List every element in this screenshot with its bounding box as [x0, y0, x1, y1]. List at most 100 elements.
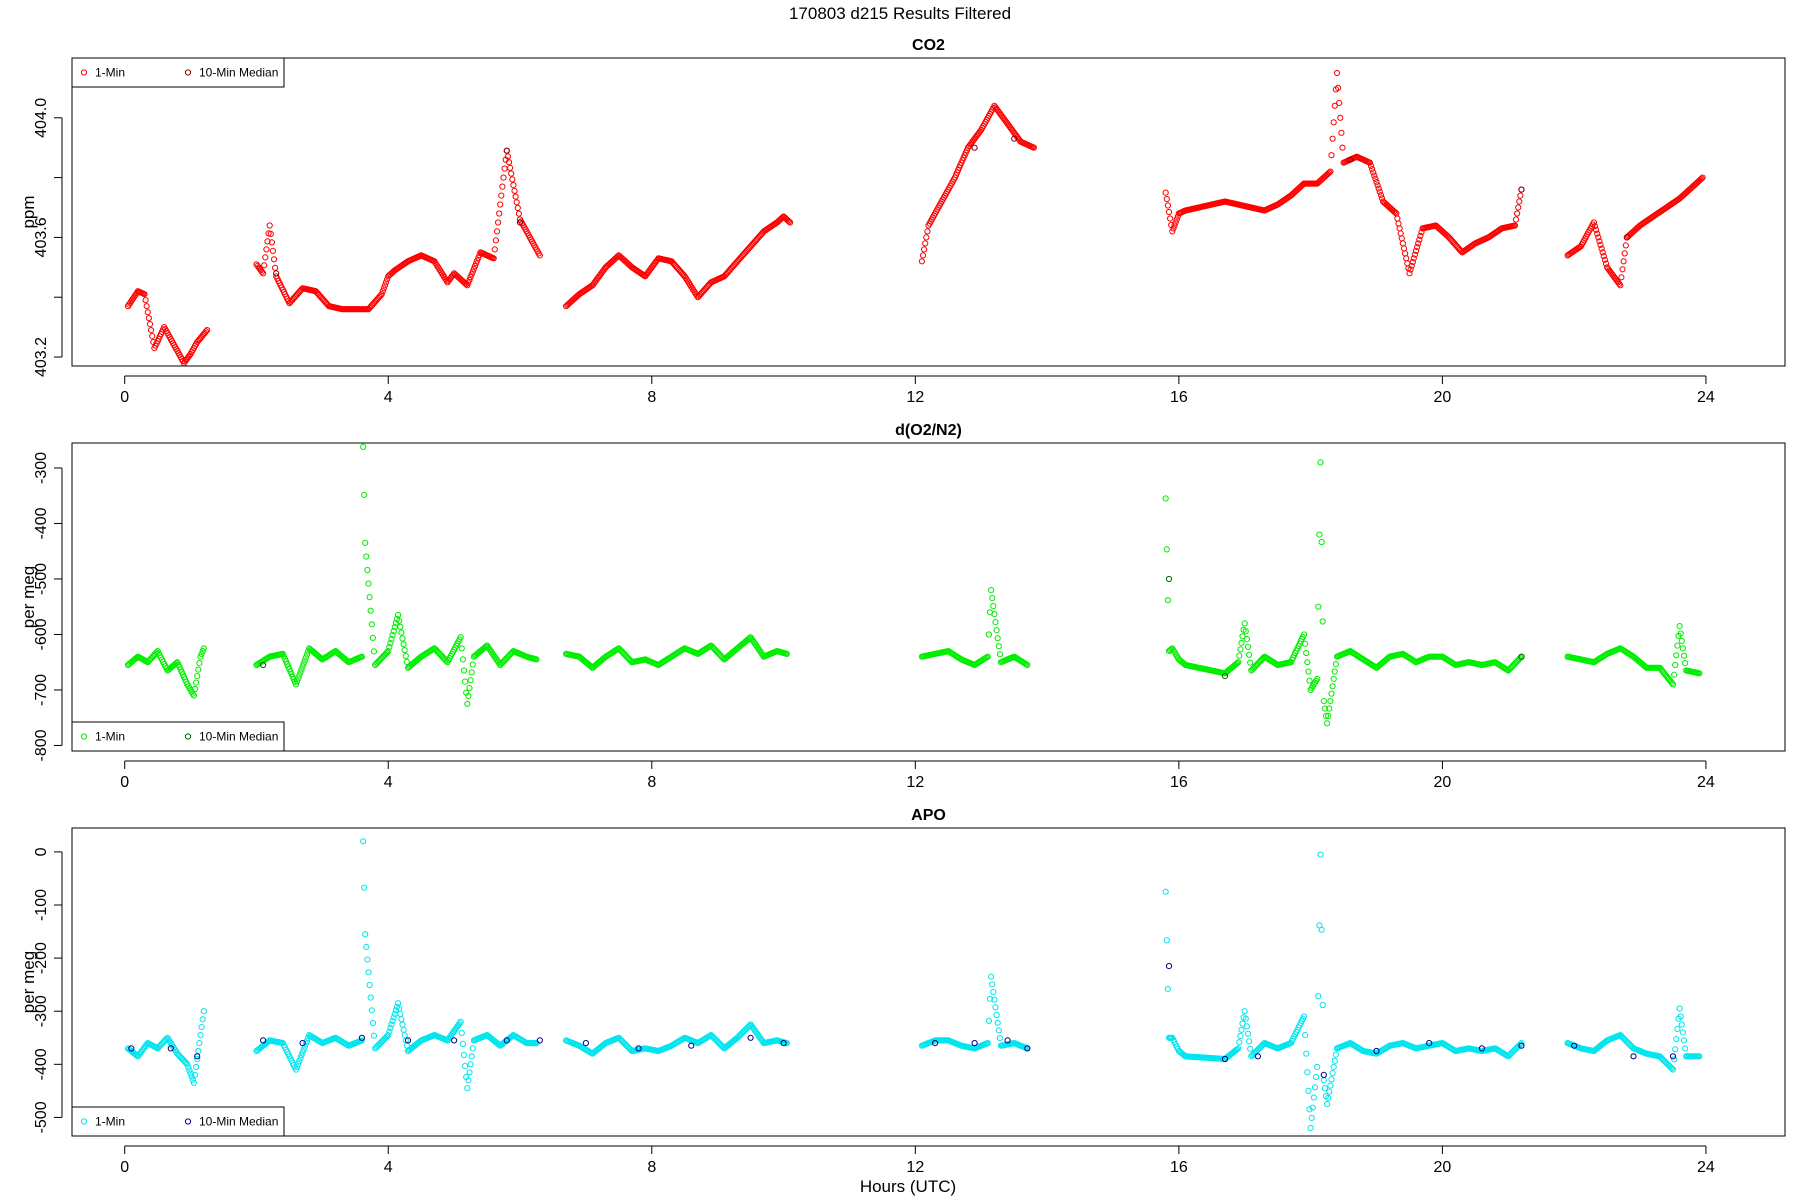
- data-point: [361, 884, 368, 891]
- data-point: [1242, 1015, 1249, 1022]
- data-point: [1164, 986, 1172, 993]
- data-point: [1315, 993, 1322, 1000]
- data-point: [1303, 1050, 1310, 1057]
- data-point: [458, 645, 465, 652]
- data-point: [1329, 683, 1336, 690]
- data-point: [1669, 1053, 1677, 1060]
- legend: 1-Min 10-Min Median: [71, 57, 285, 88]
- data-point: [1317, 851, 1324, 858]
- legend-label: 1-Min: [95, 66, 125, 80]
- data-point: [1321, 705, 1329, 712]
- legend-marker: [184, 733, 192, 740]
- data-point: [385, 648, 392, 655]
- data-point: [386, 644, 393, 651]
- data-point: [1235, 659, 1242, 666]
- data-point: [1313, 1074, 1320, 1081]
- data-point: [457, 1018, 464, 1025]
- data-point: [984, 653, 991, 660]
- panel-title: d(O2/N2): [895, 422, 962, 439]
- data-point: [1622, 242, 1629, 249]
- data-point: [1668, 679, 1676, 687]
- data-point: [1517, 654, 1524, 661]
- data-point: [258, 268, 266, 275]
- data-point: [1669, 681, 1677, 688]
- x-tick-label: 12: [906, 774, 924, 791]
- data-point: [1024, 1045, 1031, 1052]
- data-point: [272, 264, 279, 271]
- legend-marker: [184, 1118, 192, 1125]
- plot-area: [124, 838, 1703, 1132]
- data-point: [1696, 670, 1703, 677]
- data-point: [365, 580, 372, 587]
- data-point: [390, 628, 397, 635]
- x-tick-label: 4: [384, 1159, 393, 1176]
- data-point: [270, 256, 278, 263]
- data-point: [464, 700, 471, 707]
- data-point: [986, 995, 994, 1002]
- data-point: [1332, 661, 1340, 668]
- data-point: [1170, 225, 1177, 232]
- data-point: [200, 1008, 207, 1015]
- data-point: [1331, 668, 1338, 675]
- legend-marker: [184, 69, 192, 76]
- data-point: [297, 669, 304, 676]
- data-point: [1237, 646, 1244, 653]
- data-point: [458, 1029, 465, 1037]
- plot-area: [124, 443, 1703, 727]
- data-point: [398, 629, 405, 636]
- data-point: [1414, 244, 1421, 251]
- data-point: [1518, 1042, 1525, 1049]
- data-point: [460, 1051, 468, 1059]
- data-point: [1311, 1084, 1319, 1091]
- data-point: [1679, 645, 1687, 652]
- data-point: [1326, 1088, 1333, 1095]
- plot-frame: [71, 827, 1786, 1137]
- data-point: [1620, 258, 1627, 265]
- data-point: [1595, 234, 1602, 241]
- data-point: [1417, 232, 1424, 239]
- data-point: [193, 679, 200, 686]
- legend-label: 10-Min Median: [199, 1115, 278, 1129]
- data-point: [360, 443, 367, 450]
- data-point: [387, 1024, 394, 1032]
- data-point: [296, 1057, 303, 1065]
- data-point: [366, 594, 373, 601]
- data-point: [456, 1020, 463, 1027]
- data-point: [363, 943, 370, 951]
- data-point: [1239, 633, 1246, 640]
- legend-marker: [80, 733, 88, 740]
- data-point: [490, 255, 497, 262]
- x-tick-label: 8: [647, 774, 656, 791]
- data-point: [1318, 538, 1325, 546]
- data-point: [503, 147, 510, 154]
- y-tick-label: -500: [33, 563, 50, 595]
- data-point: [141, 291, 148, 298]
- y-axis-title: ppm: [19, 195, 38, 228]
- data-point: [1682, 1045, 1689, 1052]
- data-point: [186, 1067, 193, 1074]
- data-point: [395, 611, 402, 619]
- data-point: [194, 1053, 201, 1060]
- data-point: [191, 1071, 199, 1079]
- data-point: [994, 1019, 1001, 1026]
- x-tick-label: 20: [1434, 1159, 1452, 1176]
- data-point: [1696, 1053, 1703, 1060]
- data-point: [292, 681, 300, 688]
- data-point: [508, 170, 515, 177]
- data-point: [367, 607, 374, 614]
- data-point: [466, 276, 473, 283]
- series-1: [128, 963, 1677, 1079]
- legend-label: 1-Min: [95, 730, 125, 744]
- data-point: [509, 176, 516, 183]
- data-point: [399, 635, 406, 642]
- data-point: [505, 159, 513, 166]
- data-point: [457, 634, 464, 641]
- data-point: [263, 246, 270, 253]
- data-point: [1617, 282, 1624, 289]
- y-tick-label: -800: [33, 729, 50, 761]
- x-axis: 0 4 8 12 16 20 24: [120, 375, 1715, 406]
- data-point: [404, 1037, 412, 1044]
- data-point: [364, 566, 371, 574]
- data-point: [260, 270, 267, 277]
- data-point: [1162, 189, 1169, 196]
